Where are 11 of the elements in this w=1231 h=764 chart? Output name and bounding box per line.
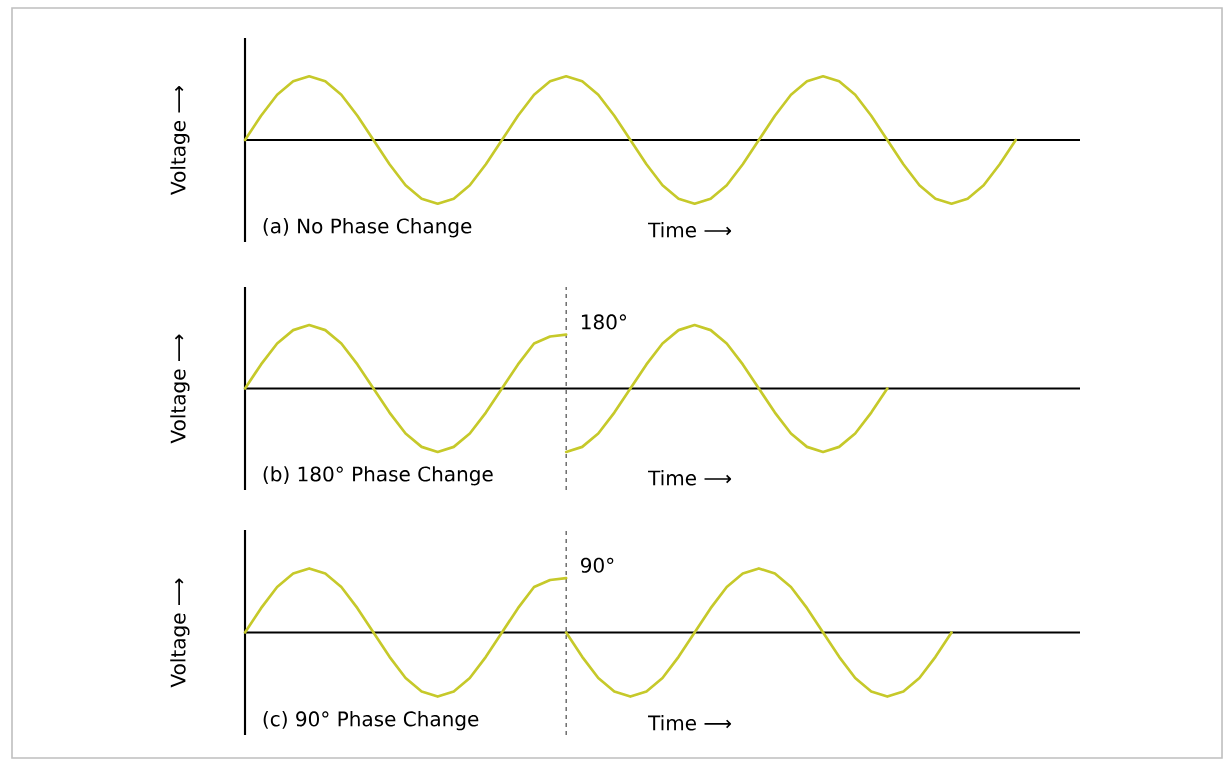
x-axis-title: Time ⟶: [648, 714, 732, 731]
y-axis-title: Voltage ⟶: [170, 334, 190, 444]
text: (c) 90° Phase Change: [263, 710, 479, 731]
text: (b) 180° Phase Change: [263, 466, 493, 486]
annotation: 90°: [581, 557, 614, 573]
y-axis-title: Voltage ⟶: [170, 578, 190, 688]
x-axis-title: Time ⟶: [648, 470, 732, 486]
annotation: 180°: [581, 314, 627, 330]
x-axis-title: Time ⟶: [648, 222, 732, 238]
y-axis-title: Voltage ⟶: [170, 85, 190, 195]
text: (a) No Phase Change: [263, 218, 472, 238]
